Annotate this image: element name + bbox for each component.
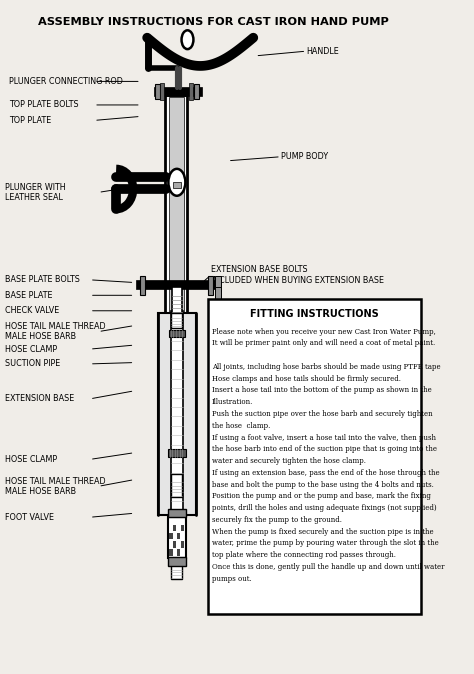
Text: Hose clamps and hose tails should be firmly secured.: Hose clamps and hose tails should be fir…	[212, 375, 401, 383]
Text: HOSE CLAMP: HOSE CLAMP	[5, 455, 57, 464]
Bar	[158, 313, 196, 515]
Bar	[208, 276, 213, 295]
Bar	[189, 84, 192, 100]
Text: BASE PLATE: BASE PLATE	[5, 290, 53, 300]
Bar	[169, 97, 184, 336]
Bar	[181, 524, 184, 531]
Bar	[215, 286, 220, 301]
Bar	[168, 557, 186, 565]
Bar	[155, 84, 160, 99]
Text: Illustration.: Illustration.	[212, 398, 254, 406]
Text: HOSE TAIL MALE THREAD
MALE HOSE BARB: HOSE TAIL MALE THREAD MALE HOSE BARB	[5, 322, 106, 341]
Text: PLUNGER CONNECTING ROD: PLUNGER CONNECTING ROD	[9, 77, 123, 86]
Circle shape	[168, 169, 185, 195]
Text: pumps out.: pumps out.	[212, 575, 252, 583]
Bar	[140, 276, 146, 295]
Bar	[194, 84, 199, 99]
Text: TOP PLATE BOLTS: TOP PLATE BOLTS	[9, 100, 79, 109]
Text: TOP PLATE: TOP PLATE	[9, 116, 52, 125]
Text: points, drill the holes and using adequate fixings (not supplied): points, drill the holes and using adequa…	[212, 504, 437, 512]
Text: water, prime the pump by pouring water through the slot in the: water, prime the pump by pouring water t…	[212, 539, 439, 547]
Text: PUMP BODY: PUMP BODY	[281, 152, 328, 161]
Text: HOSE CLAMP: HOSE CLAMP	[5, 344, 57, 354]
Text: the hose barb into end of the suction pipe that is going into the: the hose barb into end of the suction pi…	[212, 446, 437, 454]
Text: Please note when you receive your new Cast Iron Water Pump,: Please note when you receive your new Ca…	[212, 328, 436, 336]
Text: EXTENSION BASE BOLTS
INCLUDED WHEN BUYING EXTENSION BASE: EXTENSION BASE BOLTS INCLUDED WHEN BUYIN…	[211, 266, 384, 285]
Bar	[172, 564, 182, 579]
Bar	[136, 280, 220, 288]
Bar	[173, 182, 181, 187]
Text: EXTENSION BASE: EXTENSION BASE	[5, 394, 74, 403]
Text: the hose  clamp.: the hose clamp.	[212, 422, 271, 430]
Text: When the pump is fixed securely and the suction pipe is in the: When the pump is fixed securely and the …	[212, 528, 434, 536]
Bar	[215, 276, 220, 291]
Text: If using an extension base, pass the end of the hose through the: If using an extension base, pass the end…	[212, 469, 440, 477]
Text: HOSE TAIL MALE THREAD
MALE HOSE BARB: HOSE TAIL MALE THREAD MALE HOSE BARB	[5, 477, 106, 496]
Bar	[177, 549, 180, 555]
Text: FITTING INSTRUCTIONS: FITTING INSTRUCTIONS	[250, 309, 379, 319]
Bar	[181, 541, 184, 547]
Bar	[173, 524, 176, 531]
Text: PLUNGER WITH
LEATHER SEAL: PLUNGER WITH LEATHER SEAL	[5, 183, 65, 202]
Bar	[172, 313, 182, 328]
Text: CHECK VALVE: CHECK VALVE	[5, 306, 59, 315]
Text: Position the pump and or the pump and base, mark the fixing: Position the pump and or the pump and ba…	[212, 493, 431, 500]
Text: top plate where the connecting rod passes through.: top plate where the connecting rod passe…	[212, 551, 396, 559]
Text: ASSEMBLY INSTRUCTIONS FOR CAST IRON HAND PUMP: ASSEMBLY INSTRUCTIONS FOR CAST IRON HAND…	[37, 18, 388, 27]
Text: It will be primer paint only and will need a coat of metal paint.: It will be primer paint only and will ne…	[212, 339, 435, 347]
Circle shape	[182, 30, 193, 49]
Text: Insert a hose tail into the bottom of the pump as shown in the: Insert a hose tail into the bottom of th…	[212, 386, 432, 394]
Bar	[168, 450, 186, 457]
Bar	[173, 541, 176, 547]
Bar	[168, 508, 186, 517]
Text: water and securely tighten the hose clamp.: water and securely tighten the hose clam…	[212, 457, 366, 465]
Bar	[169, 532, 173, 539]
Text: SUCTION PIPE: SUCTION PIPE	[5, 359, 60, 369]
Text: FOOT VALVE: FOOT VALVE	[5, 513, 54, 522]
FancyBboxPatch shape	[208, 299, 421, 614]
Text: If using a foot valve, insert a hose tail into the valve, then push: If using a foot valve, insert a hose tai…	[212, 433, 436, 441]
Text: BASE PLATE BOLTS: BASE PLATE BOLTS	[5, 275, 80, 284]
Text: Once this is done, gently pull the handle up and down until water: Once this is done, gently pull the handl…	[212, 563, 445, 571]
Text: Push the suction pipe over the hose barb and securely tighten: Push the suction pipe over the hose barb…	[212, 410, 433, 418]
Bar	[171, 311, 183, 513]
Bar	[169, 330, 185, 337]
Bar	[177, 532, 180, 539]
Bar	[168, 517, 186, 557]
Bar	[154, 88, 202, 96]
Bar	[172, 286, 182, 313]
Bar	[165, 95, 188, 340]
Text: All joints, including hose barbs should be made using PTFE tape: All joints, including hose barbs should …	[212, 363, 441, 371]
Text: HANDLE: HANDLE	[306, 47, 339, 56]
Bar	[160, 84, 164, 100]
Bar	[172, 474, 182, 497]
Text: base and bolt the pump to the base using the 4 bolts and nuts.: base and bolt the pump to the base using…	[212, 481, 434, 489]
Text: securely fix the pump to the ground.: securely fix the pump to the ground.	[212, 516, 342, 524]
Bar	[169, 549, 173, 555]
